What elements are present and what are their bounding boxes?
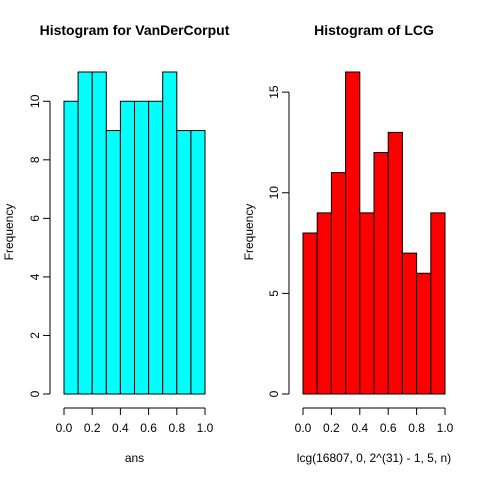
vandercorput-bar-7 (148, 100, 164, 395)
vandercorput-bar-6 (134, 100, 150, 395)
lcg-bar-10 (430, 212, 446, 395)
vandercorput-y-tick-label: 8 (28, 156, 42, 163)
lcg-y-tick-label: 10 (267, 186, 281, 200)
vandercorput-bar-1 (63, 100, 79, 395)
vandercorput-bars (63, 71, 206, 395)
lcg-bar-6 (373, 152, 389, 395)
lcg-bar-3 (330, 172, 347, 395)
vandercorput-y-tick-label: 10 (28, 94, 42, 108)
vandercorput-x-tick-label: 0.0 (56, 421, 73, 435)
vandercorput-bar-2 (77, 71, 93, 395)
lcg-bar-2 (316, 212, 332, 395)
lcg-bar-5 (359, 212, 375, 395)
vandercorput-histogram-panel: Histogram for VanDerCorput 0.0 0.2 0.4 0.6 0… (2, 22, 230, 465)
lcg-y-tick-label: 15 (267, 85, 281, 99)
lcg-x-tick-label: 0.2 (323, 421, 340, 435)
lcg-y-tick-label: 0 (267, 390, 281, 397)
lcg-histogram-title: Histogram of LCG (314, 22, 434, 38)
vandercorput-y-tick-label: 4 (28, 273, 42, 280)
lcg-histogram-panel: Histogram of LCG 0.0 0.2 0.4 0.6 0.8 1.0 0 5 10… (242, 22, 454, 465)
lcg-x-tick-label: 0.8 (408, 421, 425, 435)
lcg-bar-9 (416, 272, 432, 395)
vandercorput-bar-5 (119, 100, 136, 395)
vandercorput-x-axis: 0.0 0.2 0.4 0.6 0.8 1.0 (56, 407, 214, 435)
lcg-x-tick-label: 0.6 (380, 421, 397, 435)
lcg-x-axis-label: lcg(16807, 0, 2^(31) - 1, 5, n) (297, 451, 451, 465)
vandercorput-bar-4 (105, 130, 121, 395)
lcg-bar-8 (401, 252, 418, 395)
vandercorput-bar-10 (190, 130, 206, 395)
vandercorput-x-tick-label: 0.6 (140, 421, 157, 435)
lcg-y-axis: 0 5 10 15 (267, 85, 290, 397)
vandercorput-x-axis-label: ans (125, 451, 144, 465)
lcg-bar-4 (345, 71, 361, 395)
vandercorput-x-tick-label: 0.2 (84, 421, 101, 435)
lcg-bar-1 (302, 232, 318, 395)
lcg-bar-7 (387, 131, 403, 395)
vandercorput-y-tick-label: 2 (28, 332, 42, 339)
vandercorput-y-axis: 0 2 4 6 8 10 (28, 94, 51, 397)
vandercorput-y-tick-label: 0 (28, 390, 42, 397)
vandercorput-y-tick-label: 6 (28, 215, 42, 222)
lcg-x-tick-label: 0.4 (351, 421, 368, 435)
lcg-bars (302, 71, 446, 395)
lcg-x-tick-label: 1.0 (437, 421, 454, 435)
lcg-x-axis: 0.0 0.2 0.4 0.6 0.8 1.0 (295, 407, 454, 435)
vandercorput-x-tick-label: 0.8 (168, 421, 185, 435)
vandercorput-y-axis-label: Frequency (2, 204, 16, 261)
vandercorput-x-tick-label: 1.0 (197, 421, 214, 435)
vandercorput-bar-3 (91, 71, 107, 395)
lcg-y-tick-label: 5 (267, 290, 281, 297)
vandercorput-bar-8 (162, 71, 178, 395)
vandercorput-histogram-title: Histogram for VanDerCorput (40, 22, 230, 38)
vandercorput-x-tick-label: 0.4 (112, 421, 129, 435)
vandercorput-bar-9 (176, 130, 192, 395)
lcg-x-tick-label: 0.0 (295, 421, 312, 435)
lcg-y-axis-label: Frequency (242, 204, 256, 261)
